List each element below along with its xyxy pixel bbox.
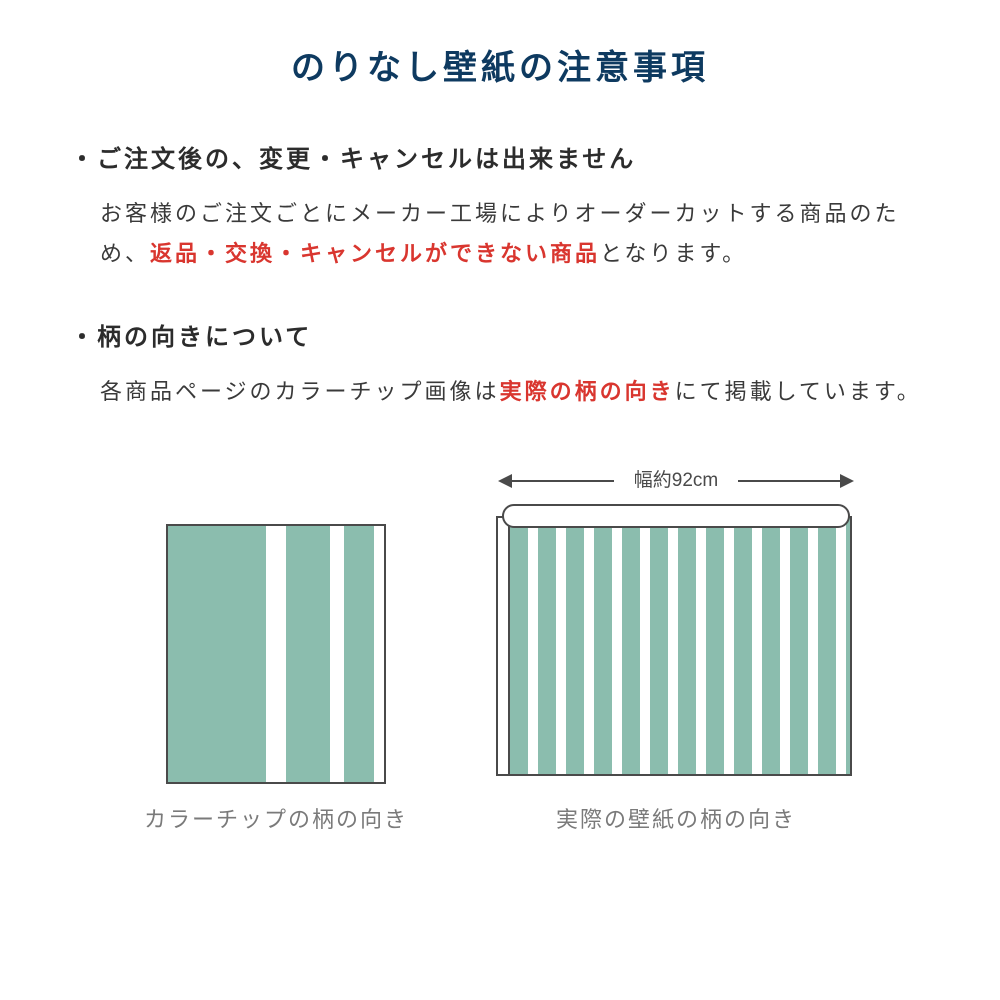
chip-stripe bbox=[286, 526, 330, 782]
roll-stripe-gap bbox=[640, 518, 650, 774]
roll-top-cylinder bbox=[502, 504, 850, 528]
section-cancel: ・ご注文後の、変更・キャンセルは出来ません お客様のご注文ごとにメーカー工場によ… bbox=[70, 139, 930, 273]
heading-text: 柄の向きについて bbox=[97, 324, 312, 351]
section-pattern-direction: ・柄の向きについて 各商品ページのカラーチップ画像は実際の柄の向きにて掲載してい… bbox=[70, 317, 930, 412]
chip-stripe bbox=[344, 526, 374, 782]
roll-stripe-gap bbox=[780, 518, 790, 774]
roll-stripe-gap bbox=[808, 518, 818, 774]
bullet-dot: ・ bbox=[70, 146, 97, 173]
section-heading: ・柄の向きについて bbox=[70, 317, 930, 352]
section-heading: ・ご注文後の、変更・キャンセルは出来ません bbox=[70, 139, 930, 174]
content-area: ・ご注文後の、変更・キャンセルは出来ません お客様のご注文ごとにメーカー工場によ… bbox=[0, 89, 1000, 834]
roll-stripe-gap bbox=[584, 518, 594, 774]
diagram-chip-col: カラーチップの柄の向き bbox=[144, 524, 408, 834]
body-post: となります。 bbox=[600, 241, 747, 266]
roll-stripe-gap bbox=[556, 518, 566, 774]
roll-stripe-gap bbox=[528, 518, 538, 774]
diagram-roll-col: 幅約92cm 実際の壁紙の柄の向き bbox=[496, 466, 856, 834]
roll-stripe-gap bbox=[752, 518, 762, 774]
roll-body bbox=[508, 516, 852, 776]
body-emphasis: 返品・交換・キャンセルができない商品 bbox=[150, 241, 600, 266]
roll-stripe-gap bbox=[696, 518, 706, 774]
width-indicator: 幅約92cm bbox=[496, 466, 856, 496]
roll-stripe-gap bbox=[612, 518, 622, 774]
heading-text: ご注文後の、変更・キャンセルは出来ません bbox=[97, 146, 636, 173]
roll-stripe-gap bbox=[668, 518, 678, 774]
chip-caption: カラーチップの柄の向き bbox=[144, 802, 408, 834]
roll-stripe-gap bbox=[836, 518, 846, 774]
bullet-dot: ・ bbox=[70, 324, 97, 351]
body-emphasis: 実際の柄の向き bbox=[500, 379, 675, 404]
chip-stripe bbox=[168, 526, 266, 782]
body-post: にて掲載しています。 bbox=[675, 379, 922, 404]
roll-illustration bbox=[496, 504, 856, 784]
width-label-text: 幅約92cm bbox=[634, 469, 718, 491]
page-title: のりなし壁紙の注意事項 bbox=[0, 0, 1000, 89]
width-arrow-icon: 幅約92cm bbox=[496, 466, 856, 496]
body-pre: 各商品ページのカラーチップ画像は bbox=[100, 379, 500, 404]
section-body: 各商品ページのカラーチップ画像は実際の柄の向きにて掲載しています。 bbox=[70, 372, 930, 412]
section-body: お客様のご注文ごとにメーカー工場によりオーダーカットする商品のため、返品・交換・… bbox=[70, 194, 930, 273]
diagrams-row: カラーチップの柄の向き 幅約92cm 実際の壁紙の柄の向き bbox=[70, 456, 930, 834]
chip-illustration bbox=[166, 524, 386, 784]
roll-caption: 実際の壁紙の柄の向き bbox=[556, 802, 796, 834]
roll-stripe-gap bbox=[724, 518, 734, 774]
